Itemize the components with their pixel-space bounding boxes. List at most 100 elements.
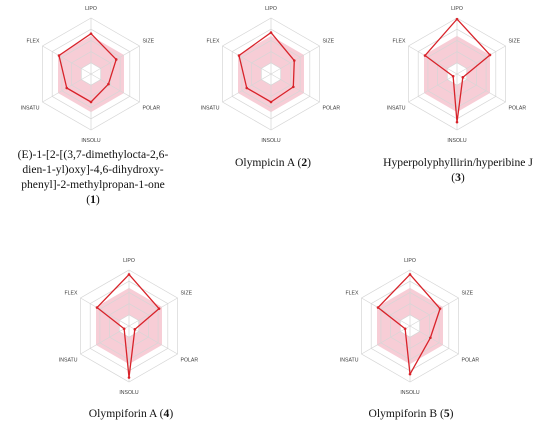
caption-5-number: 5: [443, 407, 450, 420]
data-point-insolu: [127, 376, 131, 379]
axis-label-flex: FLEX: [26, 39, 40, 45]
axis-spoke-size: [128, 297, 178, 327]
axis-label-lipo: LIPO: [404, 258, 416, 264]
axis-spoke-insatu: [408, 73, 458, 103]
axis-spoke-flex: [80, 297, 130, 327]
data-point-size: [157, 307, 161, 310]
axis-spoke-polar: [270, 73, 320, 103]
axis-spoke-polar: [90, 73, 140, 103]
axis-label-insatu: INSATU: [21, 106, 40, 112]
data-point-insatu: [122, 327, 126, 331]
radar-chart-2: LIPO SIZE POLAR INSOLU INSATU FLEX: [201, 4, 341, 144]
radar-svg-1: LIPO SIZE POLAR INSOLU INSATU FLEX: [21, 6, 161, 144]
caption-1-number: 1: [90, 193, 96, 206]
data-point-insatu: [451, 74, 455, 78]
caption-3-name: Hyperpolyphyllirin/hyperibine J: [383, 156, 533, 169]
data-point-flex: [376, 306, 380, 309]
data-point-size: [488, 53, 492, 57]
caption-1-line-2: dien-1-yl)oxy]-4,6-dihydroxy-: [22, 163, 164, 176]
data-point-polar: [133, 328, 137, 331]
axis-label-polar: POLAR: [462, 358, 480, 364]
data-point-polar: [107, 82, 110, 86]
axis-label-polar: POLAR: [323, 106, 341, 112]
caption-5: Olympiforin B (5): [368, 407, 454, 420]
axis-spoke-flex: [361, 297, 411, 327]
axis-label-size: SIZE: [143, 39, 155, 45]
axis-label-lipo: LIPO: [123, 258, 135, 264]
caption-2-number: 2: [301, 156, 308, 169]
axis-label-flex: FLEX: [206, 39, 220, 45]
axis-label-polar: POLAR: [509, 106, 527, 112]
axis-label-insatu: INSATU: [340, 358, 359, 364]
radar-chart-5: LIPO SIZE POLAR INSOLU INSATU FLEX: [340, 256, 480, 396]
data-point-insatu: [403, 327, 407, 331]
data-point-size: [114, 58, 118, 61]
caption-1-line-1: (E)-1-[2-[(3,7-dimethylocta-2,6-: [17, 148, 169, 161]
data-point-insolu: [269, 100, 273, 104]
caption-4: Olympiforin A (4): [88, 407, 174, 420]
axis-label-polar: POLAR: [143, 106, 161, 112]
data-point-insatu: [65, 86, 69, 90]
axis-label-insatu: INSATU: [201, 106, 220, 112]
caption-4-name: Olympiforin A: [88, 407, 157, 420]
axis-label-flex: FLEX: [64, 291, 78, 297]
data-point-insatu: [245, 86, 249, 90]
caption-5-name: Olympiforin B: [368, 407, 438, 420]
data-point-lipo: [455, 17, 459, 21]
radar-chart-1: LIPO SIZE POLAR INSOLU INSATU FLEX: [21, 4, 161, 144]
caption-1: (E)-1-[2-[(3,7-dimethylocta-2,6- dien-1-…: [17, 148, 169, 206]
data-point-insolu: [408, 372, 412, 376]
axis-label-polar: POLAR: [181, 358, 199, 364]
axis-label-insatu: INSATU: [387, 106, 406, 112]
data-point-flex: [423, 54, 427, 57]
radar-svg-5: LIPO SIZE POLAR INSOLU INSATU FLEX: [340, 258, 480, 396]
caption-2: Olympicin A (2): [234, 156, 312, 169]
axis-label-size: SIZE: [323, 39, 335, 45]
caption-4-number: 4: [163, 407, 170, 420]
axis-label-insolu: INSOLU: [119, 390, 139, 396]
axis-label-size: SIZE: [462, 291, 474, 297]
data-point-size: [292, 59, 296, 62]
data-point-flex: [237, 54, 241, 57]
axis-spoke-polar: [456, 73, 506, 103]
axis-spoke-size: [456, 45, 506, 75]
axis-spoke-insatu: [80, 325, 130, 355]
caption-2-name: Olympicin A: [234, 156, 295, 169]
data-point-polar: [292, 85, 295, 89]
axis-label-lipo: LIPO: [451, 6, 463, 12]
axis-spoke-polar: [409, 325, 459, 355]
axis-label-size: SIZE: [181, 291, 193, 297]
data-point-lipo: [127, 273, 131, 276]
data-point-flex: [95, 306, 99, 309]
axis-spoke-polar: [128, 325, 178, 355]
caption-3-number: 3: [455, 171, 461, 184]
axis-spoke-flex: [42, 45, 92, 75]
data-point-lipo: [269, 31, 273, 34]
data-point-insolu: [89, 100, 93, 104]
radar-chart-4: LIPO SIZE POLAR INSOLU INSATU FLEX: [59, 256, 199, 396]
axis-label-insolu: INSOLU: [81, 138, 101, 144]
caption-3: Hyperpolyphyllirin/hyperibine J (3): [383, 156, 533, 184]
axis-label-lipo: LIPO: [265, 6, 277, 12]
axis-spoke-flex: [222, 45, 272, 75]
data-point-polar: [429, 336, 432, 340]
data-point-lipo: [408, 273, 412, 276]
caption-1-line-3: phenyl]-2-methylpropan-1-one: [21, 178, 165, 191]
data-point-insolu: [455, 120, 459, 124]
radar-svg-4: LIPO SIZE POLAR INSOLU INSATU FLEX: [59, 258, 199, 396]
axis-label-flex: FLEX: [345, 291, 359, 297]
data-point-lipo: [89, 32, 93, 35]
axis-label-insolu: INSOLU: [400, 390, 420, 396]
axis-label-flex: FLEX: [392, 39, 406, 45]
radar-svg-2: LIPO SIZE POLAR INSOLU INSATU FLEX: [201, 6, 341, 144]
axis-label-insatu: INSATU: [59, 358, 78, 364]
data-point-flex: [57, 54, 61, 57]
axis-spoke-size: [409, 297, 459, 327]
axis-spoke-insatu: [361, 325, 411, 355]
data-point-size: [438, 307, 442, 310]
axis-label-lipo: LIPO: [85, 6, 97, 12]
data-point-polar: [461, 76, 465, 79]
radar-svg-3: LIPO SIZE POLAR INSOLU INSATU FLEX: [387, 6, 527, 144]
axis-spoke-flex: [408, 45, 458, 75]
axis-label-insolu: INSOLU: [261, 138, 281, 144]
